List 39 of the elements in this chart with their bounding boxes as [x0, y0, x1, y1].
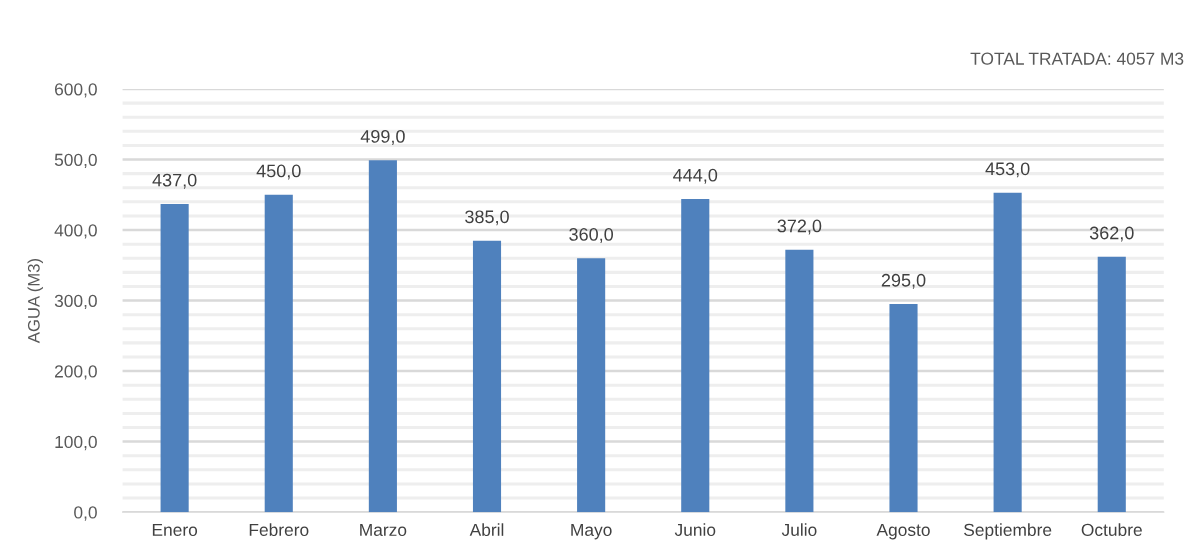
- x-tick-label: Septiembre: [964, 523, 1052, 540]
- bar: [993, 192, 1022, 513]
- y-tick-label: 400,0: [54, 224, 97, 239]
- bar: [785, 249, 814, 513]
- bar: [264, 194, 293, 513]
- x-tick-label: Junio: [674, 523, 716, 537]
- x-tick-label: Octubre: [1081, 523, 1142, 537]
- data-label: 499,0: [360, 129, 405, 145]
- y-tick-label: 200,0: [55, 365, 97, 380]
- bar: [889, 304, 918, 513]
- bar: [160, 203, 189, 513]
- y-tick-label: 0,0: [74, 506, 97, 521]
- data-label: 360,0: [569, 228, 614, 243]
- data-label: 437,0: [152, 173, 197, 189]
- data-label: 444,0: [673, 168, 718, 184]
- x-tick-label: Enero: [152, 523, 198, 537]
- y-tick-label: 500,0: [54, 153, 97, 169]
- data-label: 295,0: [881, 273, 926, 289]
- y-tick-label: 600,0: [55, 83, 97, 98]
- x-tick-label: Abril: [469, 523, 504, 537]
- x-tick-label: Mayo: [571, 523, 612, 540]
- data-label: 372,0: [777, 219, 822, 235]
- y-axis-title: AGUA (M3): [27, 259, 44, 344]
- y-tick-label: 100,0: [55, 435, 97, 451]
- data-label: 385,0: [465, 210, 509, 226]
- bar: [368, 160, 397, 513]
- y-tick-label: 300,0: [54, 294, 97, 310]
- x-tick-label: Julio: [781, 523, 817, 537]
- data-label: 362,0: [1089, 226, 1134, 242]
- data-label: 453,0: [985, 162, 1030, 178]
- x-tick-label: Febrero: [249, 523, 309, 537]
- bar: [577, 258, 606, 513]
- x-tick-label: Agosto: [876, 523, 930, 540]
- bar: [1097, 256, 1126, 513]
- x-tick-label: Marzo: [360, 523, 407, 537]
- bar: [681, 199, 710, 513]
- bar: [472, 240, 502, 513]
- text: TOTAL TRATADA: 4057 M3: [970, 52, 1184, 65]
- data-label: 450,0: [256, 164, 301, 180]
